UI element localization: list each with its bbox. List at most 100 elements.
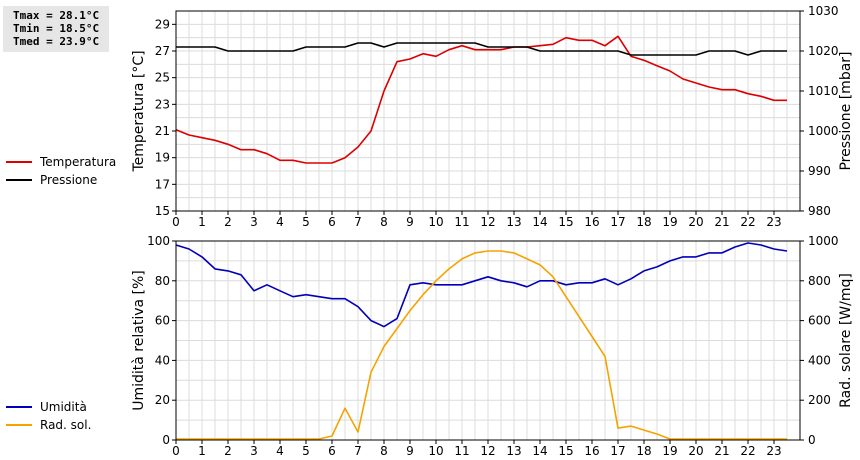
x-tick-label: 23 bbox=[766, 215, 781, 229]
x-tick-label: 21 bbox=[714, 215, 729, 229]
x-tick-label: 11 bbox=[454, 444, 469, 458]
y-tick-label-left: 60 bbox=[155, 314, 170, 328]
x-tick-label: 13 bbox=[506, 215, 521, 229]
x-tick-label: 15 bbox=[558, 444, 573, 458]
x-tick-label: 12 bbox=[480, 215, 495, 229]
y-tick-label-right: 400 bbox=[808, 353, 831, 367]
x-tick-label: 14 bbox=[532, 215, 547, 229]
legend-bottom: Umidità Rad. sol. bbox=[6, 398, 91, 434]
x-tick-label: 5 bbox=[302, 444, 310, 458]
x-tick-label: 20 bbox=[688, 444, 703, 458]
y-axis-title-right: Rad. solare [W/mq] bbox=[838, 273, 854, 408]
legend-label-pressione: Pressione bbox=[40, 173, 98, 187]
legend-top: Temperatura Pressione bbox=[6, 153, 116, 189]
x-tick-label: 11 bbox=[454, 215, 469, 229]
legend-swatch-rad-sol bbox=[6, 424, 32, 426]
legend-swatch-pressione bbox=[6, 179, 32, 181]
y-tick-label-right: 990 bbox=[808, 164, 831, 178]
y-tick-label-left: 21 bbox=[155, 124, 170, 138]
y-tick-label-right: 0 bbox=[808, 433, 816, 447]
x-tick-label: 18 bbox=[636, 444, 651, 458]
y-axis-title-left: Temperatura [°C] bbox=[131, 50, 147, 172]
x-tick-label: 19 bbox=[662, 215, 677, 229]
x-tick-label: 16 bbox=[584, 444, 599, 458]
series-line-pressione bbox=[176, 42, 787, 56]
x-tick-label: 13 bbox=[506, 444, 521, 458]
x-tick-label: 10 bbox=[428, 444, 443, 458]
y-tick-label-right: 200 bbox=[808, 393, 831, 407]
y-tick-label-left: 15 bbox=[155, 204, 170, 218]
x-tick-label: 4 bbox=[276, 215, 284, 229]
x-tick-label: 23 bbox=[766, 444, 781, 458]
y-tick-label-left: 20 bbox=[155, 393, 170, 407]
legend-label-umidita: Umidità bbox=[40, 400, 87, 414]
x-tick-label: 8 bbox=[380, 444, 388, 458]
x-tick-label: 17 bbox=[610, 215, 625, 229]
legend-label-temperatura: Temperatura bbox=[40, 155, 117, 169]
x-tick-label: 6 bbox=[328, 444, 336, 458]
x-tick-label: 22 bbox=[740, 215, 755, 229]
legend-swatch-umidita bbox=[6, 406, 32, 408]
x-tick-label: 17 bbox=[610, 444, 625, 458]
x-tick-label: 16 bbox=[584, 215, 599, 229]
y-tick-label-right: 1000 bbox=[808, 124, 839, 138]
series-line-umidit bbox=[175, 242, 788, 328]
x-tick-label: 9 bbox=[406, 444, 414, 458]
y-tick-label-right: 980 bbox=[808, 204, 831, 218]
x-tick-label: 15 bbox=[558, 215, 573, 229]
x-tick-label: 3 bbox=[250, 215, 258, 229]
y-tick-label-left: 23 bbox=[155, 97, 170, 111]
x-tick-label: 22 bbox=[740, 444, 755, 458]
y-tick-label-left: 80 bbox=[155, 274, 170, 288]
x-tick-label: 7 bbox=[354, 444, 362, 458]
legend-item-rad-sol: Rad. sol. bbox=[6, 416, 91, 434]
y-tick-label-left: 100 bbox=[147, 234, 170, 248]
y-tick-label-left: 40 bbox=[155, 353, 170, 367]
x-tick-label: 8 bbox=[380, 215, 388, 229]
tmin-readout: Tmin = 18.5°C bbox=[13, 22, 100, 35]
x-tick-label: 0 bbox=[172, 215, 180, 229]
y-tick-label-right: 1020 bbox=[808, 44, 839, 58]
x-tick-label: 6 bbox=[328, 215, 336, 229]
legend-swatch-temperatura bbox=[6, 161, 32, 163]
y-tick-label-left: 0 bbox=[162, 433, 170, 447]
x-tick-label: 3 bbox=[250, 444, 258, 458]
x-tick-label: 19 bbox=[662, 444, 677, 458]
y-tick-label-left: 29 bbox=[155, 17, 170, 31]
x-tick-label: 9 bbox=[406, 215, 414, 229]
x-tick-label: 1 bbox=[198, 444, 206, 458]
legend-label-rad-sol: Rad. sol. bbox=[40, 418, 92, 432]
bottom-panel: 0 1 2 3 4 5 6 7 8 9 10 11 12 13 14 15 16 17 18 19 20 21 22 2302… bbox=[131, 234, 854, 458]
top-panel: 0 1 2 3 4 5 6 7 8 9 10 11 12 13 14 15 16 17 18 19 20 21 22 2315… bbox=[131, 4, 854, 229]
legend-item-pressione: Pressione bbox=[6, 171, 116, 189]
y-tick-label-right: 1010 bbox=[808, 84, 839, 98]
series-line-rad-sol bbox=[176, 250, 787, 440]
x-tick-label: 1 bbox=[198, 215, 206, 229]
x-tick-label: 10 bbox=[428, 215, 443, 229]
y-tick-label-right: 600 bbox=[808, 314, 831, 328]
y-tick-label-right: 800 bbox=[808, 274, 831, 288]
y-tick-label-left: 25 bbox=[155, 71, 170, 85]
y-tick-label-right: 1000 bbox=[808, 234, 839, 248]
x-tick-label: 21 bbox=[714, 444, 729, 458]
y-tick-label-right: 1030 bbox=[808, 4, 839, 18]
tmax-readout: Tmax = 28.1°C bbox=[13, 9, 100, 22]
y-axis-title-right: Pressione [mbar] bbox=[838, 51, 854, 170]
y-tick-label-left: 19 bbox=[155, 151, 170, 165]
tmed-readout: Tmed = 23.9°C bbox=[13, 35, 100, 48]
x-tick-label: 12 bbox=[480, 444, 495, 458]
y-tick-label-left: 27 bbox=[155, 44, 170, 58]
x-tick-label: 7 bbox=[354, 215, 362, 229]
stats-box: Tmax = 28.1°C Tmin = 18.5°C Tmed = 23.9°… bbox=[3, 6, 109, 52]
x-tick-label: 14 bbox=[532, 444, 547, 458]
x-tick-label: 18 bbox=[636, 215, 651, 229]
series-line-temperatura bbox=[175, 35, 787, 164]
y-axis-title-left: Umidità relativa [%] bbox=[131, 270, 147, 411]
x-tick-label: 2 bbox=[224, 444, 232, 458]
x-tick-label: 2 bbox=[224, 215, 232, 229]
y-tick-label-left: 17 bbox=[155, 177, 170, 191]
legend-item-umidita: Umidità bbox=[6, 398, 91, 416]
x-tick-label: 4 bbox=[276, 444, 284, 458]
x-tick-label: 5 bbox=[302, 215, 310, 229]
